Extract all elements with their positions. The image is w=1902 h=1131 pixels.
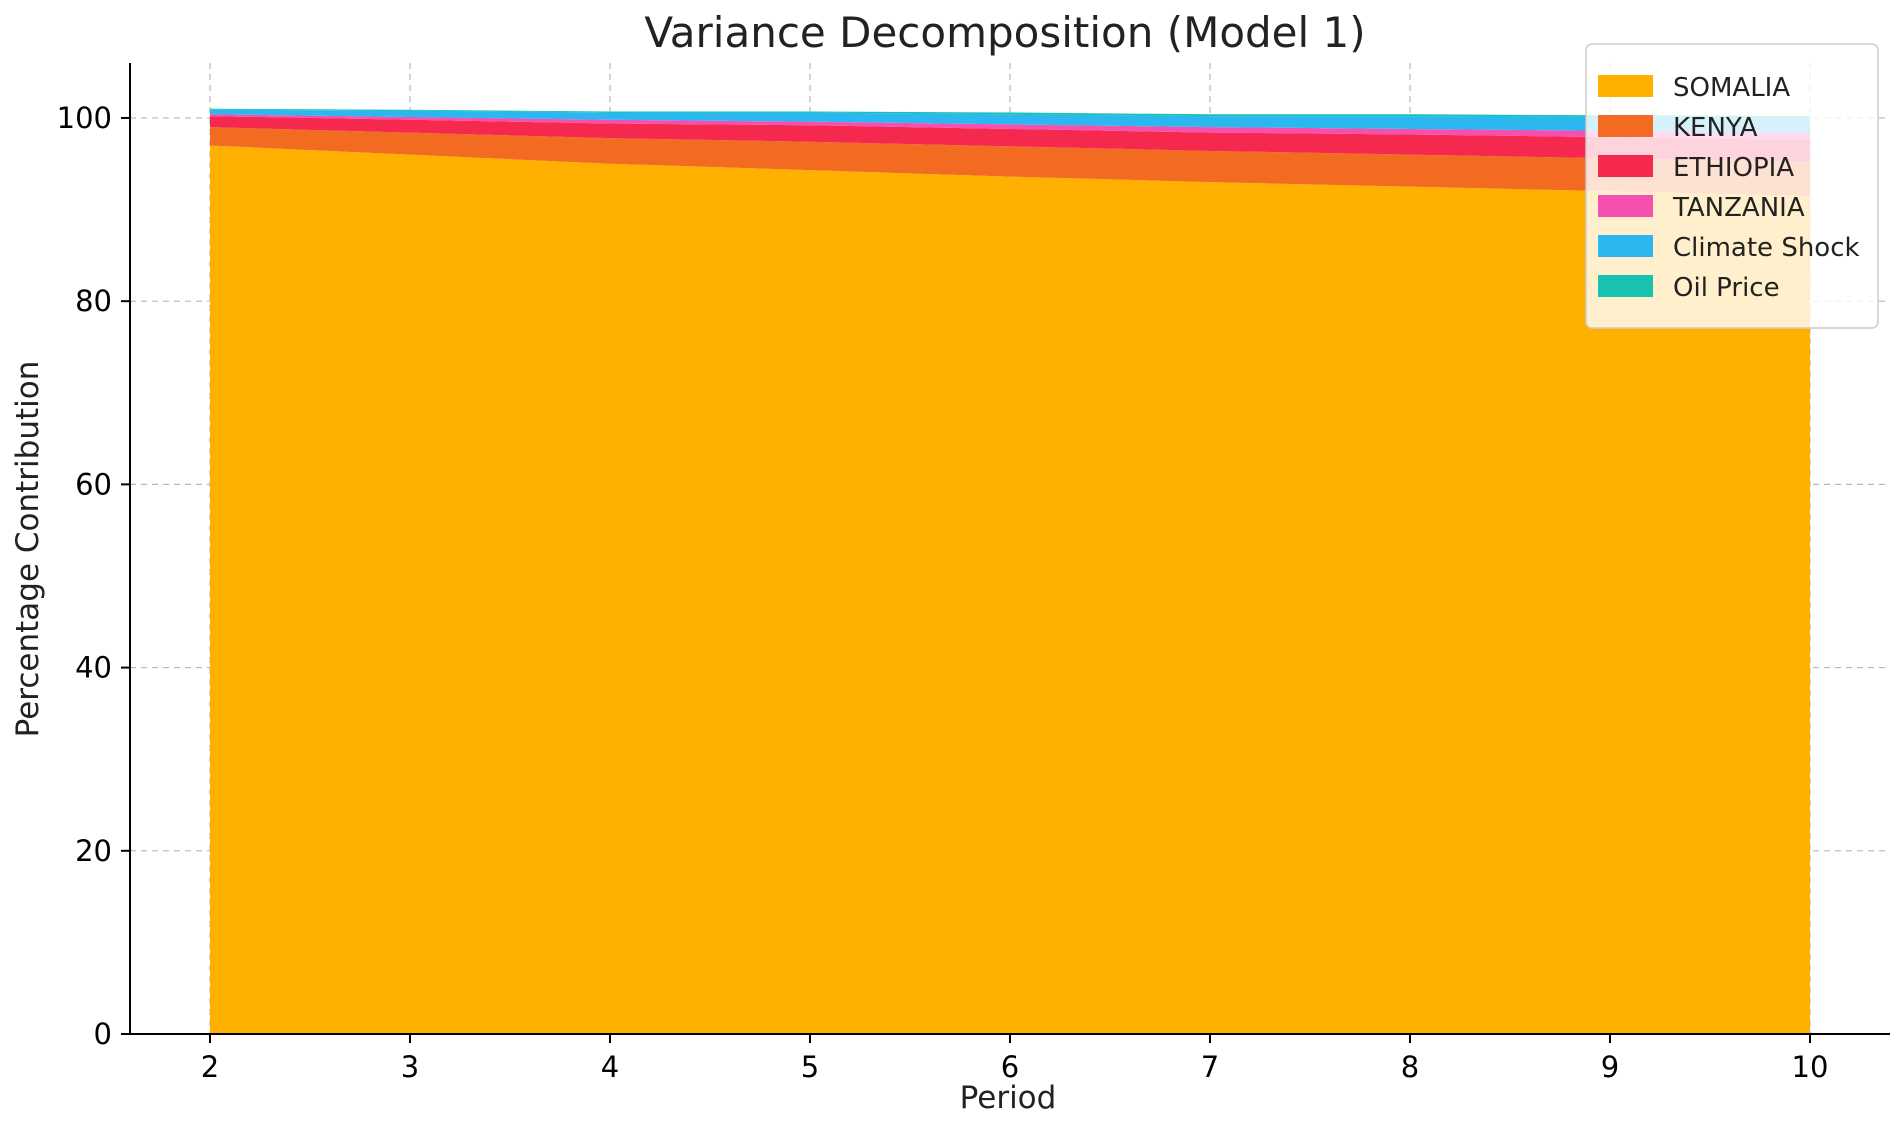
y-tick-label: 20 (75, 834, 112, 868)
y-tick-label: 100 (57, 101, 112, 135)
legend-label-ethiopia: ETHIOPIA (1673, 153, 1794, 183)
area-kenya (210, 127, 1810, 196)
x-tick-label: 4 (601, 1050, 619, 1084)
legend-swatch-somalia (1598, 75, 1653, 97)
y-tick-label: 40 (75, 651, 112, 685)
area-ethiopia (210, 116, 1810, 162)
area-series (210, 108, 1810, 1034)
legend-box (1585, 43, 1879, 329)
legend-label-tanzania: TANZANIA (1672, 193, 1805, 223)
area-tanzania (210, 114, 1810, 140)
y-tick-label: 0 (94, 1017, 112, 1051)
legend-swatch-kenya (1598, 115, 1653, 137)
x-tick-label: 7 (1201, 1050, 1219, 1084)
x-tick-label: 9 (1601, 1050, 1619, 1084)
y-tick-label: 80 (75, 284, 112, 318)
y-axis-title: Percentage Contribution (10, 361, 46, 738)
legend-swatch-climate-shock (1598, 235, 1653, 257)
x-tick-label: 5 (801, 1050, 819, 1084)
x-tick-label: 10 (1792, 1050, 1829, 1084)
x-tick-label: 3 (401, 1050, 419, 1084)
legend-label-climate-shock: Climate Shock (1673, 233, 1860, 263)
y-axis-ticks: 0 20 40 60 80 100 (57, 101, 130, 1051)
area-somalia (210, 145, 1810, 1034)
x-tick-label: 2 (201, 1050, 219, 1084)
y-tick-label: 60 (75, 467, 112, 501)
legend-label-oil-price: Oil Price (1673, 273, 1780, 303)
legend-label-kenya: KENYA (1673, 113, 1758, 143)
legend-swatch-tanzania (1598, 195, 1653, 217)
chart-title: Variance Decomposition (Model 1) (644, 8, 1365, 57)
x-tick-label: 8 (1401, 1050, 1419, 1084)
legend-label-somalia: SOMALIA (1673, 73, 1790, 103)
legend-swatch-ethiopia (1598, 155, 1653, 177)
area-oil-price (210, 108, 1810, 118)
legend-swatch-oil-price (1598, 275, 1653, 297)
x-axis-title: Period (960, 1080, 1057, 1116)
legend-items: SOMALIA KENYA ETHIOPIA TANZANIA Climate Shoc… (1598, 73, 1860, 303)
x-axis-ticks: 2 3 4 5 6 7 8 9 10 (201, 1034, 1829, 1084)
x-tick-label: 6 (1001, 1050, 1019, 1084)
legend: SOMALIA KENYA ETHIOPIA TANZANIA Climate Shoc… (1585, 43, 1879, 329)
area-climate-shock (210, 109, 1810, 133)
